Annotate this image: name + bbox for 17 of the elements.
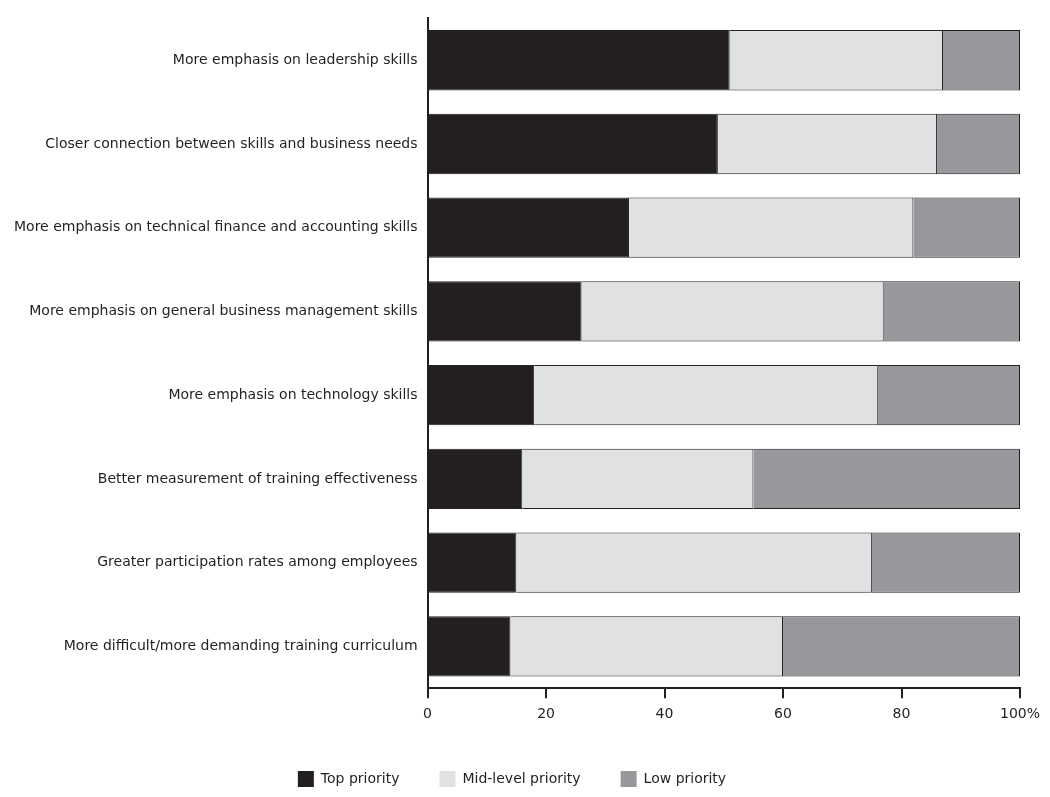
y-tick-label: More emphasis on technical finance and accounting skills: [14, 218, 418, 235]
y-tick-label: More difficult/more demanding training curriculum: [63, 636, 418, 653]
x-tick-label: 0: [423, 705, 433, 722]
y-tick-label: Better measurement of training effectiveness: [97, 469, 418, 486]
y-tick-label: Greater participation rates among employees: [97, 553, 418, 570]
y-tick-label: More emphasis on general business management skills: [29, 302, 418, 319]
x-tick-label: 80: [892, 705, 911, 722]
legend-label: Mid-level priority: [462, 769, 581, 786]
y-tick-label: More emphasis on leadership skills: [172, 50, 418, 67]
x-tick-label: 20: [537, 705, 555, 722]
y-tick-label: Closer connection between skills and business needs: [45, 134, 418, 151]
legend-label: Low priority: [643, 769, 727, 786]
x-tick-label: 60: [774, 705, 792, 722]
legend-label: Top priority: [319, 769, 400, 786]
x-tick-label: 100%: [999, 705, 1041, 722]
y-tick-label: More emphasis on technology skills: [168, 385, 418, 402]
x-tick-label: 40: [655, 705, 674, 722]
